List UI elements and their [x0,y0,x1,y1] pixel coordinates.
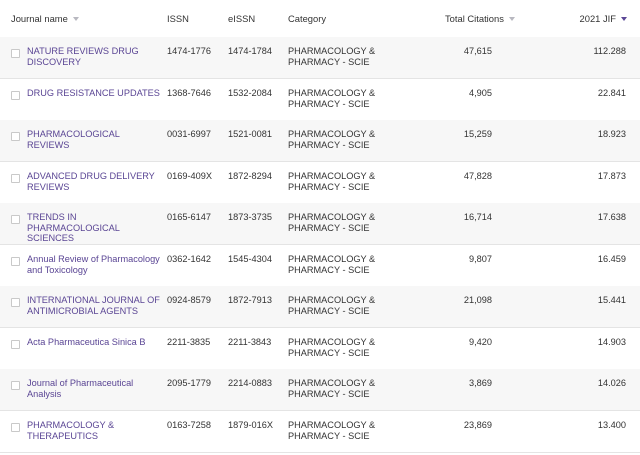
column-header-category-label: Category [288,13,327,24]
eissn-value: 1879-016X [228,420,273,430]
journal-name-link[interactable]: PHARMACOLOGICAL REVIEWS [27,129,120,150]
row-select-checkbox[interactable] [11,91,20,100]
table-row: Acta Pharmaceutica Sinica B 2211-3835 2211… [0,328,640,370]
column-header-total-citations-label: Total Citations [445,13,504,24]
row-select-checkbox[interactable] [11,49,20,58]
category-value: PHARMACOLOGY & PHARMACY - SCIE [288,171,376,192]
jif-value: 22.841 [597,88,626,98]
journal-name-link[interactable]: ADVANCED DRUG DELIVERY REVIEWS [27,171,155,192]
column-header-jif[interactable]: 2021 JIF [580,13,627,24]
column-header-category: Category [288,13,326,24]
total-citations-value: 3,869 [469,378,492,388]
issn-value: 0163-7258 [167,420,211,430]
issn-value: 1474-1776 [167,46,211,56]
sort-down-icon[interactable] [621,17,627,21]
row-select-checkbox[interactable] [11,132,20,141]
table-row: Journal of Pharmaceutical Analysis 2095-1… [0,369,640,411]
table-row: TRENDS IN PHARMACOLOGICAL SCIENCES 0165-6… [0,203,640,245]
total-citations-value: 15,259 [463,129,492,139]
jif-value: 17.638 [597,212,626,222]
column-header-eissn: eISSN [228,13,255,24]
row-select-checkbox[interactable] [11,298,20,307]
total-citations-value: 9,807 [469,254,492,264]
issn-value: 0031-6997 [167,129,211,139]
column-header-issn: ISSN [167,13,189,24]
issn-value: 0169-409X [167,171,212,181]
eissn-value: 1873-3735 [228,212,272,222]
column-header-journal-name-label: Journal name [11,13,68,24]
journal-name-link[interactable]: DRUG RESISTANCE UPDATES [27,88,160,98]
eissn-value: 1521-0081 [228,129,272,139]
jif-value: 17.873 [597,171,626,181]
table-row: ADVANCED DRUG DELIVERY REVIEWS 0169-409X 1… [0,162,640,204]
eissn-value: 1474-1784 [228,46,272,56]
table-row: PHARMACOLOGICAL REVIEWS 0031-6997 1521-008… [0,120,640,162]
category-value: PHARMACOLOGY & PHARMACY - SCIE [288,129,376,150]
eissn-value: 1872-8294 [228,171,272,181]
journal-name-link[interactable]: INTERNATIONAL JOURNAL OF ANTIMICROBIAL A… [27,295,160,316]
sort-down-icon[interactable] [508,17,515,21]
journal-name-link[interactable]: Journal of Pharmaceutical Analysis [27,378,134,399]
journal-name-link[interactable]: PHARMACOLOGY & THERAPEUTICS [27,420,115,441]
row-select-checkbox[interactable] [11,174,20,183]
jif-value: 18.923 [597,129,626,139]
table-row: PHARMACOLOGY & THERAPEUTICS 0163-7258 1879… [0,411,640,453]
row-select-checkbox[interactable] [11,215,20,224]
row-select-checkbox[interactable] [11,257,20,266]
jif-value: 112.288 [593,46,626,56]
total-citations-value: 23,869 [463,420,492,430]
table-row: INTERNATIONAL JOURNAL OF ANTIMICROBIAL A… [0,286,640,328]
category-value: PHARMACOLOGY & PHARMACY - SCIE [288,378,376,399]
jif-value: 15.441 [597,295,626,305]
column-header-issn-label: ISSN [167,13,189,24]
issn-value: 0362-1642 [167,254,211,264]
table-row: DRUG RESISTANCE UPDATES 1368-7646 1532-208… [0,79,640,121]
total-citations-value: 47,615 [463,46,492,56]
journal-name-link[interactable]: NATURE REVIEWS DRUG DISCOVERY [27,46,139,67]
category-value: PHARMACOLOGY & PHARMACY - SCIE [288,46,376,67]
column-header-jif-label: 2021 JIF [579,13,616,24]
category-value: PHARMACOLOGY & PHARMACY - SCIE [288,88,376,109]
total-citations-value: 9,420 [469,337,492,347]
journal-name-link[interactable]: TRENDS IN PHARMACOLOGICAL SCIENCES [27,212,120,243]
column-header-eissn-label: eISSN [228,13,256,24]
category-value: PHARMACOLOGY & PHARMACY - SCIE [288,295,376,316]
total-citations-value: 4,905 [469,88,492,98]
sort-down-icon[interactable] [72,17,79,21]
row-select-checkbox[interactable] [11,423,20,432]
eissn-value: 2211-3843 [228,337,272,347]
issn-value: 2095-1779 [167,378,211,388]
jif-value: 16.459 [597,254,626,264]
category-value: PHARMACOLOGY & PHARMACY - SCIE [288,254,376,275]
jif-value: 14.026 [597,378,626,388]
journal-name-link[interactable]: Acta Pharmaceutica Sinica B [27,337,146,347]
table-row: Annual Review of Pharmacology and Toxico… [0,245,640,287]
category-value: PHARMACOLOGY & PHARMACY - SCIE [288,420,376,441]
column-header-total-citations[interactable]: Total Citations [445,13,515,24]
issn-value: 2211-3835 [167,337,211,347]
issn-value: 0165-6147 [167,212,211,222]
eissn-value: 1545-4304 [228,254,272,264]
total-citations-value: 47,828 [463,171,492,181]
jif-value: 13.400 [597,420,626,430]
issn-value: 0924-8579 [167,295,211,305]
jif-value: 14.903 [597,337,626,347]
category-value: PHARMACOLOGY & PHARMACY - SCIE [288,212,376,233]
eissn-value: 2214-0883 [228,378,272,388]
table-row: NATURE REVIEWS DRUG DISCOVERY 1474-1776 14… [0,37,640,79]
total-citations-value: 21,098 [463,295,492,305]
issn-value: 1368-7646 [167,88,211,98]
row-select-checkbox[interactable] [11,340,20,349]
row-select-checkbox[interactable] [11,381,20,390]
eissn-value: 1532-2084 [228,88,272,98]
category-value: PHARMACOLOGY & PHARMACY - SCIE [288,337,376,358]
table-header: Journal name ISSN eISSN Category Total C… [0,0,640,37]
column-header-journal-name[interactable]: Journal name [11,13,79,24]
eissn-value: 1872-7913 [228,295,272,305]
total-citations-value: 16,714 [463,212,492,222]
journal-name-link[interactable]: Annual Review of Pharmacology and Toxico… [27,254,160,275]
